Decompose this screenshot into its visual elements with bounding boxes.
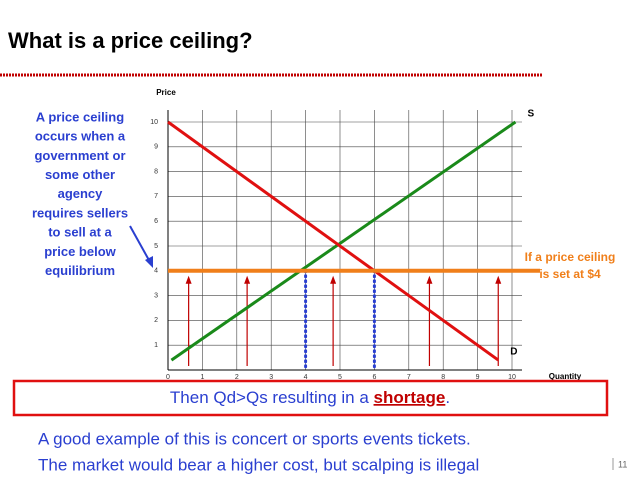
y-tick-label: 5: [154, 243, 158, 250]
callout-line: If a price ceiling: [525, 250, 616, 264]
page-number: 11: [618, 459, 627, 469]
conclusion-text: Then Qd>Qs resulting in a shortage.: [170, 388, 450, 407]
x-axis-label: Quantity: [549, 372, 582, 381]
callout-line: is set at $4: [539, 267, 601, 281]
arrow-head: [145, 256, 153, 268]
x-tick-label: 8: [441, 374, 445, 381]
footer-line: A good example of this is concert or spo…: [38, 429, 471, 448]
conclusion-box: [12, 379, 609, 417]
callout-line: some other: [45, 167, 115, 182]
x-tick-label: 10: [508, 374, 516, 381]
x-tick-label: 2: [235, 374, 239, 381]
callout-line: equilibrium: [45, 263, 115, 278]
series-line: [167, 120, 500, 362]
shortage-arrow-head: [495, 275, 502, 284]
y-tick-label: 3: [154, 292, 158, 299]
series-label: S: [527, 109, 534, 120]
y-tick-label: 6: [154, 218, 158, 225]
y-axis-label: Price: [156, 88, 176, 97]
x-tick-label: 4: [304, 374, 308, 381]
y-tick-label: 7: [154, 193, 158, 200]
shortage-arrow-head: [426, 275, 433, 284]
left-callout: A price ceiling occurs when a government o…: [32, 109, 128, 278]
x-tick-label: 1: [200, 374, 204, 381]
x-tick-label: 6: [372, 374, 376, 381]
chart: 0 1 2 3 4 5 6 7 8 9 10 1 2 3 4 5 6 7 8 9 10 Price Quantity S D: [150, 88, 582, 381]
callout-line: price below: [44, 244, 116, 259]
series-label: D: [510, 347, 517, 358]
y-tick-label: 2: [154, 317, 158, 324]
callout-line: requires sellers: [32, 205, 128, 220]
footer-line: The market would bear a higher cost, but…: [38, 455, 479, 474]
y-tick-label: 9: [154, 144, 158, 151]
callout-line: to sell at a: [48, 225, 112, 240]
y-tick-label: 4: [154, 268, 158, 275]
callout-arrow: [129, 225, 151, 263]
y-tick-label: 8: [154, 168, 158, 175]
conclusion-part: Then Qd>Qs resulting in a: [170, 388, 374, 407]
x-tick-label: 3: [269, 374, 273, 381]
callout-line: agency: [58, 186, 104, 201]
shortage-arrow-head: [185, 275, 192, 284]
x-tick-label: 7: [407, 374, 411, 381]
x-tick-label: 9: [476, 374, 480, 381]
slide-title: What is a price ceiling?: [8, 28, 253, 53]
callout-line: government or: [34, 148, 125, 163]
callout-line: A price ceiling: [36, 109, 124, 124]
y-tick-label: 1: [154, 342, 158, 349]
shortage-arrow-head: [330, 275, 337, 284]
y-tick-label: 10: [150, 119, 158, 126]
x-tick-label: 5: [338, 374, 342, 381]
x-tick-label: 0: [166, 374, 170, 381]
conclusion-part: .: [445, 388, 450, 407]
shortage-arrow-head: [244, 275, 251, 284]
callout-line: occurs when a: [35, 129, 126, 144]
conclusion-keyword: shortage: [374, 388, 446, 407]
right-callout: If a price ceiling is set at $4: [525, 250, 616, 281]
series-line: [170, 120, 517, 362]
